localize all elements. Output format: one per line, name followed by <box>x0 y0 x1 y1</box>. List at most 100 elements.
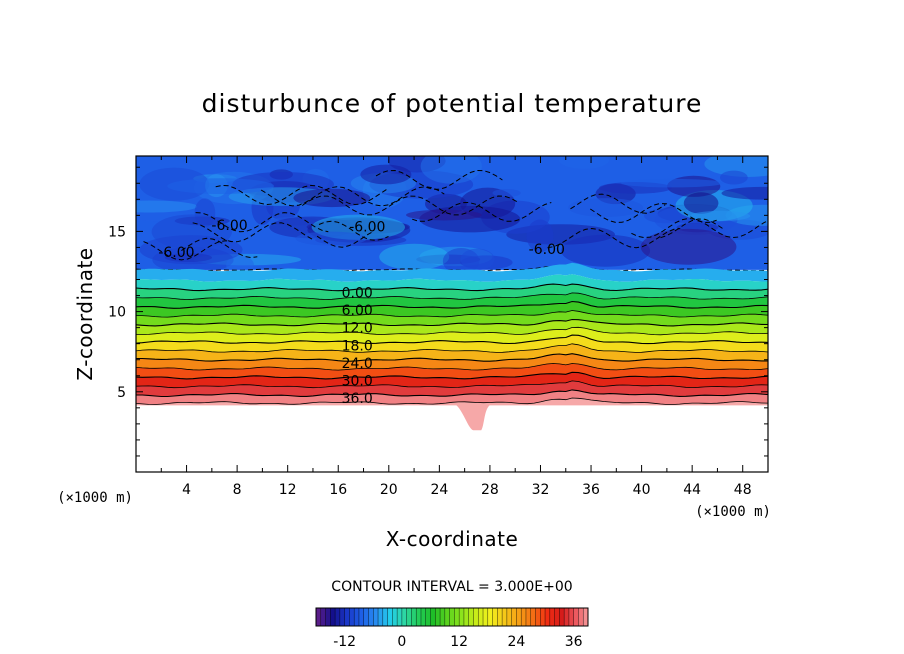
contour-label: 6.00 <box>342 303 373 319</box>
colorbar-cell <box>473 608 479 626</box>
upper-field-patch <box>420 156 482 184</box>
negative-contour <box>318 220 389 241</box>
upper-field-patch <box>293 188 371 208</box>
x-tick-label: 20 <box>380 482 398 498</box>
upper-field-patch <box>561 234 651 267</box>
positive-contour <box>136 343 768 353</box>
negative-contour <box>260 186 445 207</box>
colorbar-cell <box>435 608 441 626</box>
upper-field-patch <box>640 228 737 265</box>
plot-frame <box>135 155 769 473</box>
stratified-band <box>136 301 768 318</box>
positive-contour <box>136 326 768 336</box>
y-axis-label: Z-coordinate <box>73 247 97 380</box>
contour-label: -6.00 <box>529 242 565 258</box>
negative-contour <box>215 184 387 206</box>
positive-contour <box>136 310 768 318</box>
colorbar-border <box>315 607 589 627</box>
negative-contour <box>375 169 503 190</box>
upper-layer-field <box>136 156 768 275</box>
stratified-band <box>136 389 768 405</box>
contour-label: -6.00 <box>349 220 385 236</box>
colorbar-cell <box>335 608 341 626</box>
stratified-band <box>136 292 768 309</box>
stratified-band <box>136 363 768 379</box>
upper-field-patch <box>621 178 724 188</box>
colorbar-cell <box>349 608 355 626</box>
positive-contour <box>136 334 768 345</box>
upper-field-patch <box>379 243 450 270</box>
x-tick-label: 32 <box>532 482 550 498</box>
x-tick-label: 12 <box>279 482 297 498</box>
colorbar-cell <box>363 608 369 626</box>
colorbar-cell <box>373 608 379 626</box>
colorbar-cell <box>406 608 412 626</box>
colorbar-cell <box>483 608 489 626</box>
colorbar-tick-label: 12 <box>450 634 468 650</box>
stratified-band <box>136 353 768 371</box>
contour-label: 18.0 <box>342 338 373 354</box>
upper-field-patch <box>721 186 768 200</box>
positive-contour <box>136 318 768 327</box>
colorbar-cell <box>444 608 451 626</box>
colorbar-cell <box>459 608 465 626</box>
upper-field-patch <box>360 164 412 185</box>
upper-field-patch <box>704 156 768 177</box>
colorbar-cell <box>430 608 436 626</box>
upper-field-patch <box>167 178 275 194</box>
colorbar-cell <box>478 608 484 626</box>
colorbar-cell <box>487 608 493 626</box>
colorbar-cell <box>397 608 403 626</box>
colorbar-cell <box>530 608 536 626</box>
negative-contour <box>631 217 768 239</box>
colorbar-cell <box>382 608 388 626</box>
contour-labels: -6.00 -6.00 -6.00 -6.00 0.00 6.00 12.018.0 24.0… <box>158 218 565 407</box>
colorbar-stripes <box>315 607 589 627</box>
colorbar-cell <box>454 608 460 626</box>
stratified-band <box>136 327 768 344</box>
colorbar-cell <box>502 608 508 626</box>
colorbar-ticks: -12 0 12 24 36 <box>333 634 582 650</box>
colorbar-cell <box>463 608 470 626</box>
contour-interval-text: CONTOUR INTERVAL = 3.000E+00 <box>331 579 572 595</box>
colorbar-cell <box>511 608 517 626</box>
colorbar-cell <box>420 608 427 626</box>
colorbar-cell <box>325 608 331 626</box>
negative-contour <box>192 222 314 243</box>
colorbar-cell <box>573 608 579 626</box>
contour-label: 0.00 <box>342 285 373 301</box>
colorbar-cell <box>564 608 570 626</box>
colorbar-tick-label: -12 <box>333 634 356 650</box>
contour-label: -6.00 <box>158 245 194 261</box>
colorbar-cell <box>549 608 555 626</box>
stratified-bands <box>136 262 768 406</box>
colorbar-cell <box>525 608 532 626</box>
colorbar-tick-label: 0 <box>397 634 406 650</box>
negative-contour <box>570 193 666 214</box>
plot-area: -6.00 -6.00 -6.00 -6.00 0.00 6.00 12.018.0 24.0… <box>136 156 768 431</box>
upper-field-patch <box>683 192 719 214</box>
colorbar-cell <box>449 608 455 626</box>
colorbar-cell <box>378 608 384 626</box>
positive-contour <box>136 389 768 398</box>
contour-label: 30.0 <box>342 374 373 390</box>
y-tick-label: 15 <box>108 224 126 240</box>
upper-field-patch <box>295 231 367 246</box>
colorbar-cell <box>344 608 350 626</box>
colorbar-cell <box>540 608 546 626</box>
negative-contour <box>590 202 717 224</box>
x-unit-label-right: (×1000 m) <box>695 504 771 520</box>
x-axis-label: X-coordinate <box>386 527 519 551</box>
colorbar-cell <box>354 608 360 626</box>
colorbar-cell <box>320 608 326 626</box>
stratified-band <box>136 284 768 300</box>
colorbar-cell <box>401 608 408 626</box>
positive-contour <box>136 371 768 380</box>
x-tick-label: 24 <box>430 482 448 498</box>
colorbar-tick-label: 36 <box>565 634 583 650</box>
x-unit-label-left: (×1000 m) <box>57 490 133 506</box>
positive-contour <box>136 353 768 362</box>
contour-label: 36.0 <box>342 391 373 407</box>
